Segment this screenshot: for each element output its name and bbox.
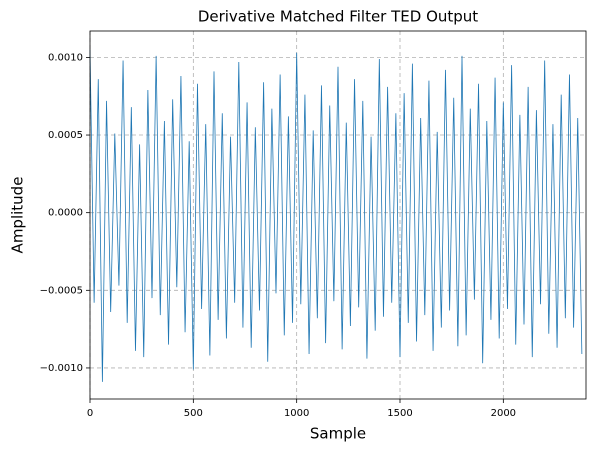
y-tick-label: 0.0005 [48,130,83,141]
y-tick-label: 0.0010 [48,52,83,63]
y-tick-label: 0.0000 [48,208,83,219]
y-axis-label: Amplitude [9,177,27,254]
x-axis-label: Sample [310,425,366,443]
signal-line [89,49,583,382]
x-tick-label: 2000 [491,408,516,419]
chart-title: Derivative Matched Filter TED Output [198,8,478,26]
y-tick-label: −0.0010 [40,363,83,374]
plot-frame [89,30,587,400]
x-tick-label: 500 [184,408,203,419]
x-tick-label: 1000 [284,408,309,419]
y-tick-label: −0.0005 [40,285,83,296]
x-tick-label: 0 [87,408,93,419]
x-tick-label: 1500 [387,408,412,419]
